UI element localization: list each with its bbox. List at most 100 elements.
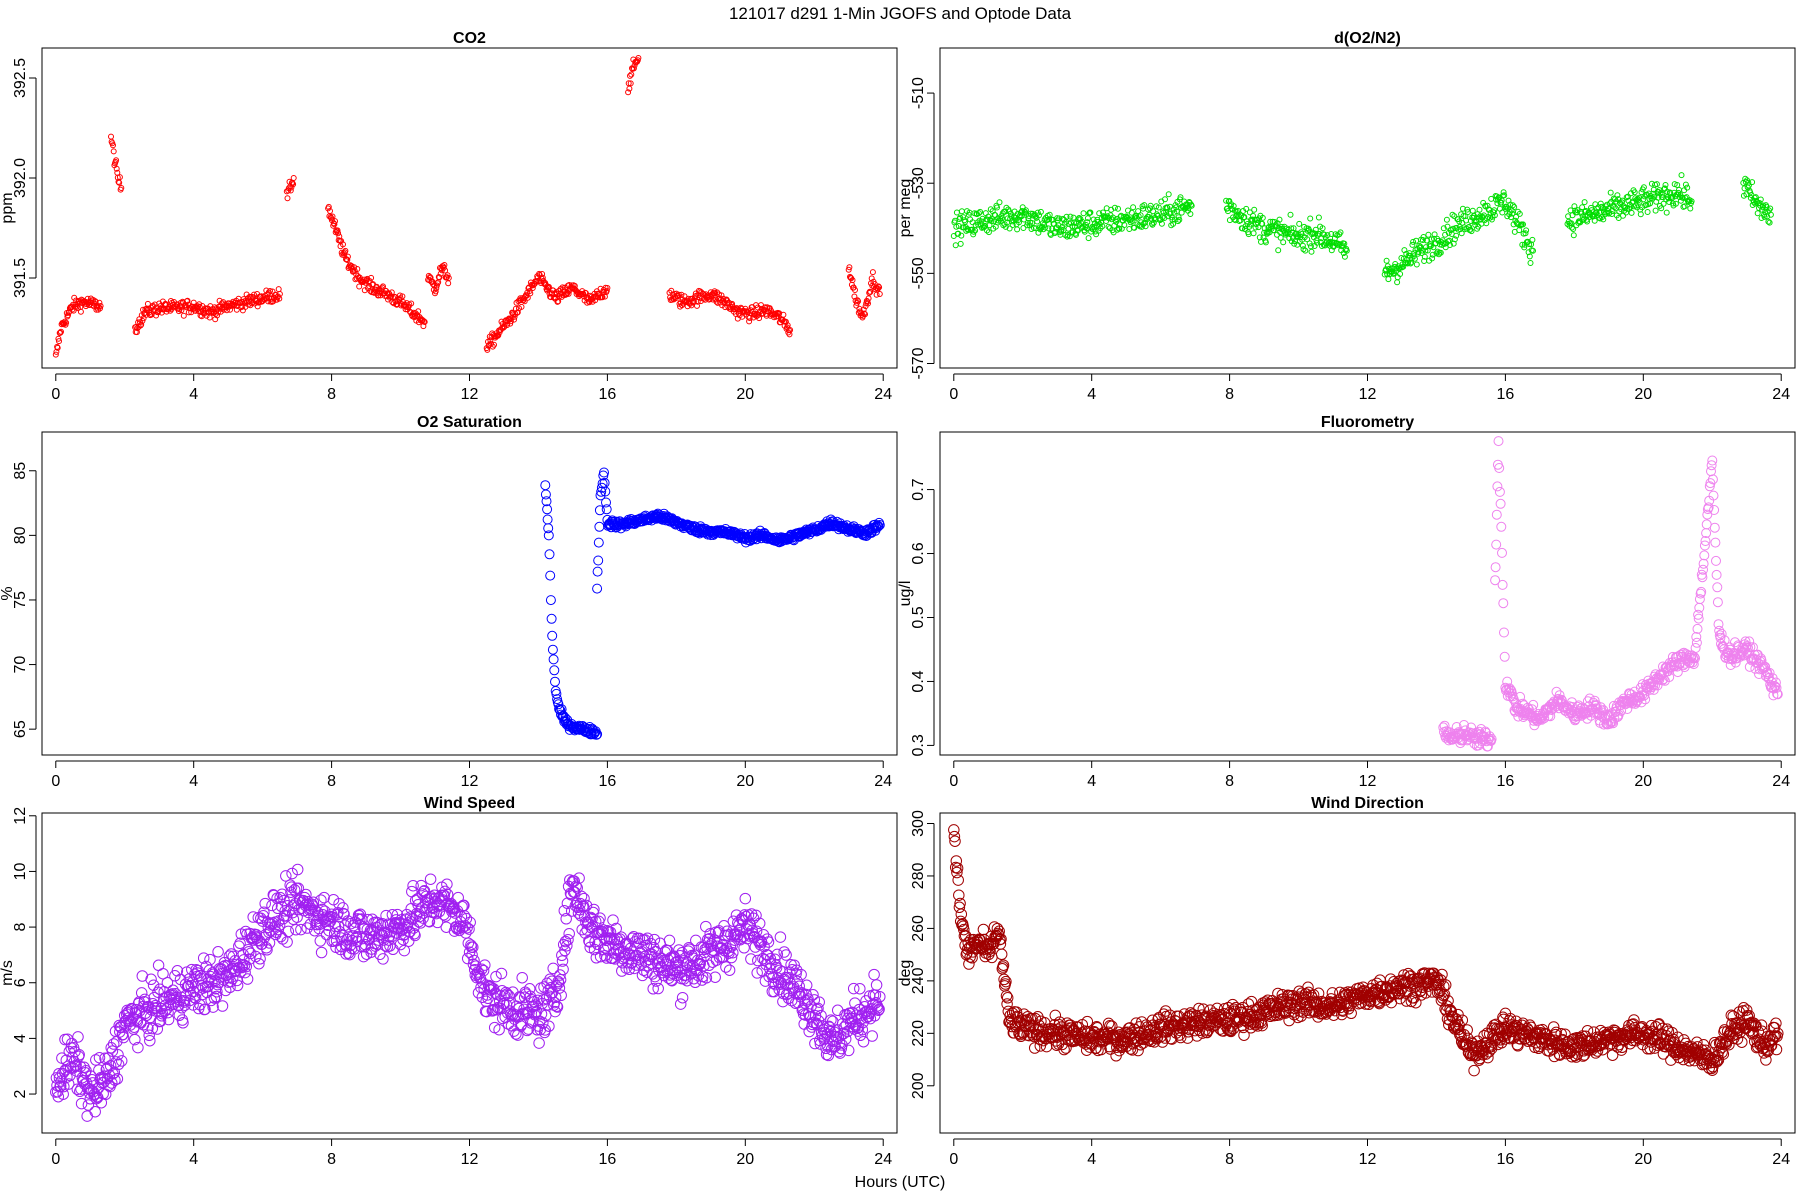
data-point (1070, 214, 1077, 221)
data-point (72, 1031, 84, 1043)
data-point (285, 881, 298, 893)
data-point (462, 937, 475, 949)
data-point (431, 916, 444, 929)
data-point (266, 899, 278, 912)
data-point (1515, 691, 1526, 702)
data-point (533, 1037, 545, 1049)
data-point (327, 208, 333, 214)
data-point (333, 897, 345, 910)
data-point (373, 284, 380, 291)
x-tick-label: 0 (51, 1151, 60, 1168)
data-point (1022, 207, 1029, 214)
data-point (1343, 247, 1350, 254)
data-point (1026, 1012, 1038, 1025)
data-point (956, 919, 968, 931)
data-point (290, 923, 302, 936)
x-tick-label: 16 (1497, 773, 1515, 790)
data-point (501, 988, 513, 1000)
data-point (98, 1070, 111, 1082)
data-point (204, 953, 216, 966)
data-point (1690, 653, 1700, 664)
data-point (1710, 537, 1721, 548)
data-point (225, 948, 238, 960)
data-point (720, 961, 732, 973)
data-point (800, 979, 813, 992)
data-point (1072, 1021, 1085, 1034)
data-point (1568, 224, 1575, 231)
data-point (1080, 210, 1087, 217)
data-point (985, 229, 992, 236)
data-point (820, 1042, 832, 1055)
data-point (876, 291, 883, 297)
data-point (1530, 247, 1536, 254)
data-point (214, 312, 221, 319)
data-point (596, 486, 607, 497)
data-point (1495, 498, 1506, 509)
data-point (810, 1003, 823, 1016)
data-point (1684, 184, 1691, 191)
data-point (514, 309, 521, 316)
x-tick-label: 24 (1772, 386, 1790, 403)
data-point (553, 982, 566, 994)
data-point (1394, 279, 1401, 286)
data-point (1131, 224, 1138, 231)
data-point (454, 920, 466, 933)
data-point (546, 613, 557, 624)
data-point (1496, 521, 1507, 532)
data-point (1188, 202, 1195, 209)
y-tick-label: 80 (12, 526, 29, 544)
data-point (106, 1045, 119, 1057)
data-point (1767, 205, 1774, 212)
data-point (342, 247, 349, 254)
data-point (787, 327, 794, 333)
data-point (1246, 209, 1253, 216)
data-point (265, 289, 272, 296)
data-point (1453, 232, 1460, 239)
x-tick-label: 16 (599, 1151, 617, 1168)
data-point (212, 946, 224, 958)
data-point (1497, 579, 1508, 590)
data-point (89, 1105, 101, 1118)
data-point (518, 303, 525, 310)
data-point (1001, 998, 1013, 1010)
data-point (409, 929, 421, 942)
data-point (1067, 213, 1074, 220)
data-point (332, 218, 338, 225)
data-point (1102, 1017, 1115, 1030)
data-point (211, 985, 223, 998)
data-point (953, 901, 966, 914)
data-point (1324, 232, 1331, 239)
data-point (734, 305, 741, 312)
y-tick-label: 260 (910, 915, 927, 942)
y-tick-label: -530 (910, 167, 927, 199)
data-point (597, 943, 610, 956)
data-point (530, 999, 542, 1011)
data-point (1770, 681, 1781, 692)
data-point (143, 1029, 155, 1042)
data-point (1688, 659, 1699, 670)
data-point (1687, 205, 1694, 212)
data-point (1298, 231, 1305, 237)
x-tick-label: 12 (461, 1151, 479, 1168)
data-point (1499, 627, 1509, 638)
data-point (991, 922, 1004, 935)
data-point (1142, 223, 1149, 230)
data-point (1095, 1043, 1107, 1056)
panel-title: CO2 (453, 30, 486, 47)
data-point (592, 297, 599, 304)
data-point (1019, 208, 1026, 214)
data-point (1574, 207, 1581, 214)
data-point (61, 318, 68, 325)
data-point (279, 905, 291, 917)
data-point (555, 705, 566, 716)
data-point (1741, 185, 1748, 192)
data-point (1709, 505, 1720, 515)
data-point (949, 835, 961, 847)
data-point (1315, 214, 1322, 221)
data-point (1467, 728, 1478, 739)
data-point (1528, 699, 1539, 710)
